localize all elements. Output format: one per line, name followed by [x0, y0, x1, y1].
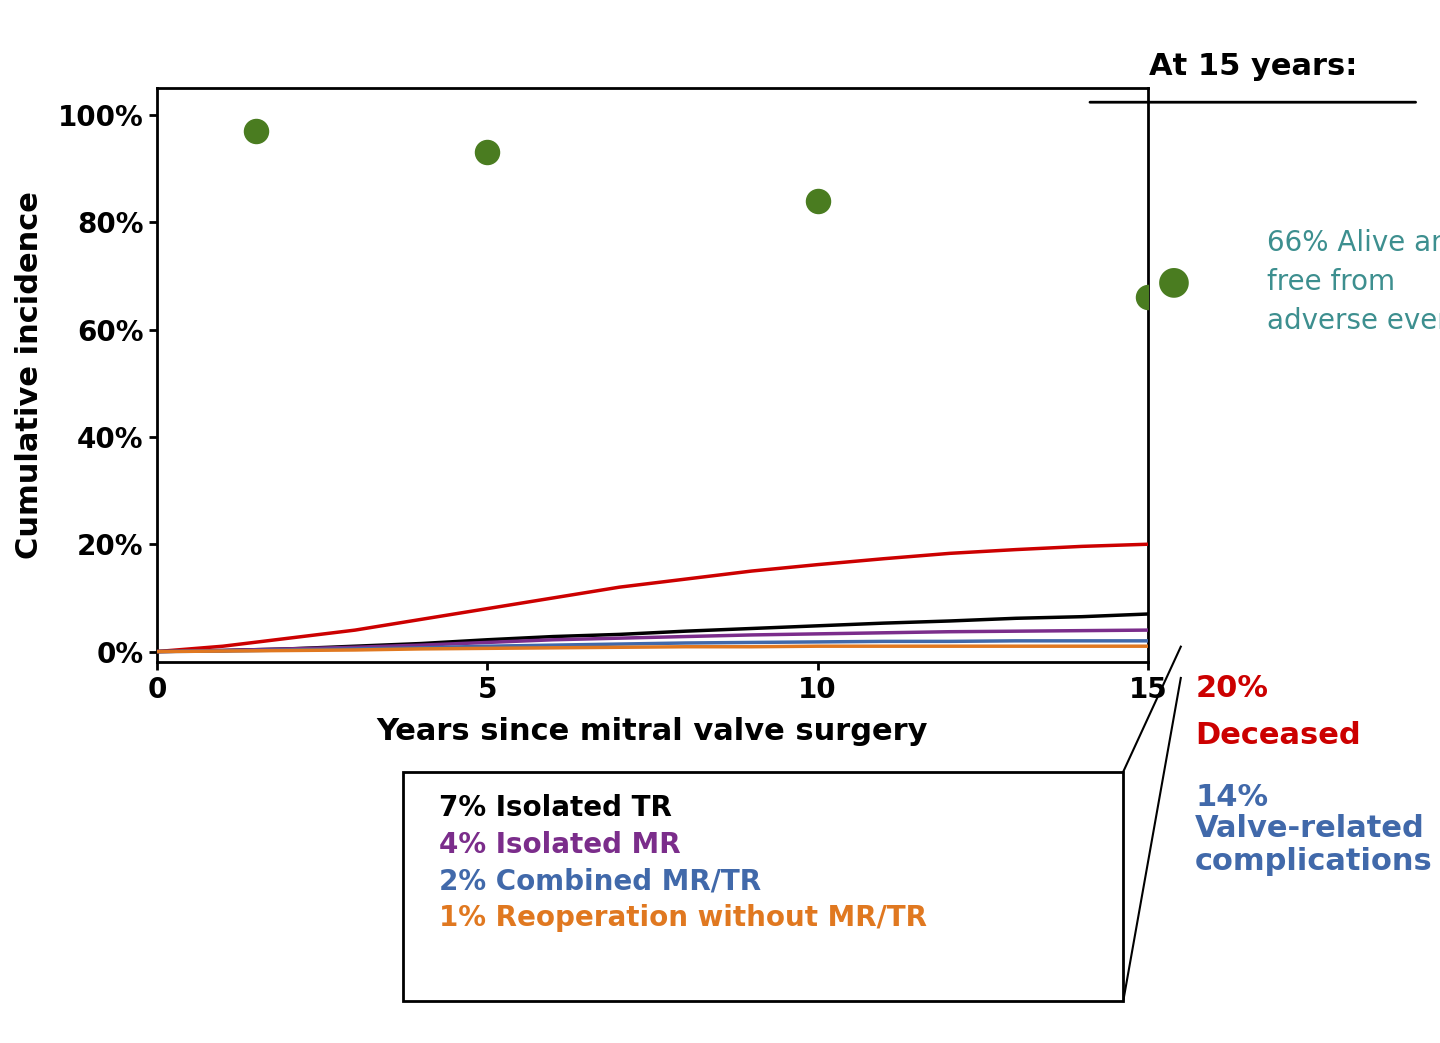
Point [806, 192, 829, 209]
Text: 20%: 20% [1195, 674, 1269, 703]
Text: Valve-related
complications: Valve-related complications [1195, 814, 1433, 876]
Text: ●: ● [1156, 263, 1191, 300]
Text: 7% Isolated TR: 7% Isolated TR [439, 795, 672, 822]
Text: 14%: 14% [1195, 783, 1269, 812]
Point [475, 144, 498, 161]
Text: 1% Reoperation without MR/TR: 1% Reoperation without MR/TR [439, 904, 927, 931]
Text: 4% Isolated MR: 4% Isolated MR [439, 831, 681, 858]
X-axis label: Years since mitral valve surgery: Years since mitral valve surgery [377, 718, 929, 747]
Text: At 15 years:: At 15 years: [1149, 52, 1356, 81]
Point [1136, 289, 1159, 306]
Text: 66% Alive and
free from
adverse events: 66% Alive and free from adverse events [1267, 228, 1440, 335]
Text: Deceased: Deceased [1195, 721, 1361, 750]
Point [245, 123, 268, 140]
Y-axis label: Cumulative incidence: Cumulative incidence [14, 191, 45, 559]
Text: 2% Combined MR/TR: 2% Combined MR/TR [439, 868, 762, 895]
